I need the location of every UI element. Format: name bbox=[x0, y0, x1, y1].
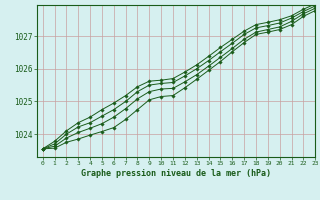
X-axis label: Graphe pression niveau de la mer (hPa): Graphe pression niveau de la mer (hPa) bbox=[81, 169, 271, 178]
